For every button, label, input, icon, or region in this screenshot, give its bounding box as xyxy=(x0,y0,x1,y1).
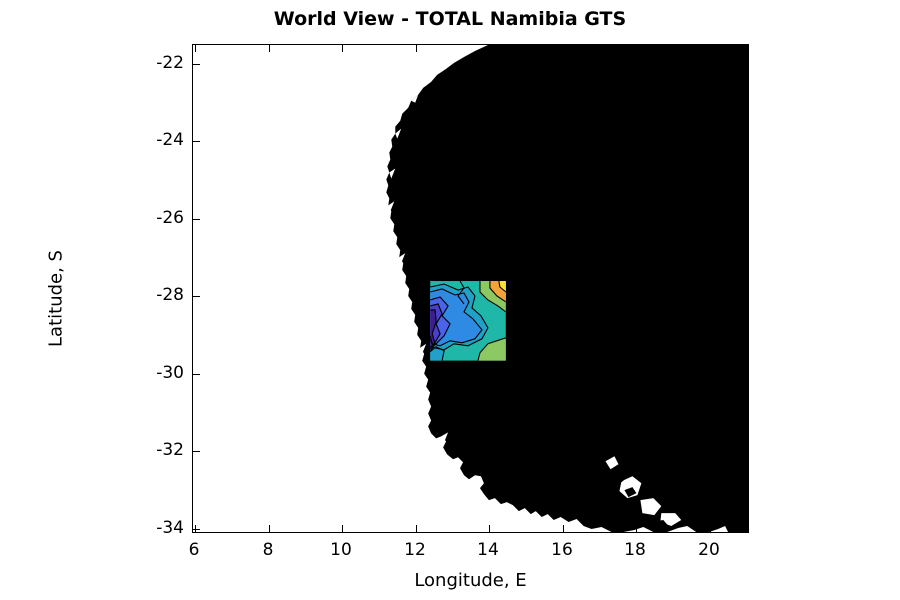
xtick-top-10 xyxy=(342,45,344,52)
xticklabel-6: 6 xyxy=(188,540,200,560)
xticklabel-20: 20 xyxy=(698,540,720,560)
xtick-top-8 xyxy=(269,45,271,52)
contour-level-8b xyxy=(477,337,506,361)
ytick-m26 xyxy=(193,219,200,221)
xticklabel-10: 10 xyxy=(330,540,352,560)
cape-peninsula-land xyxy=(616,470,670,531)
ytick-m30 xyxy=(193,374,200,376)
yticklabel-m24: -24 xyxy=(156,130,184,150)
ytick-right-m26 xyxy=(741,219,748,221)
contour-level-5b xyxy=(430,346,445,361)
xtick-8 xyxy=(269,525,271,532)
xtick-20 xyxy=(710,525,712,532)
ytick-right-m32 xyxy=(741,451,748,453)
ytick-m24 xyxy=(193,141,200,143)
xtick-top-6 xyxy=(195,45,197,52)
ytick-right-m24 xyxy=(741,141,748,143)
yticklabel-m34: -34 xyxy=(156,518,184,538)
ytick-right-m28 xyxy=(741,296,748,298)
yticklabel-m32: -32 xyxy=(156,440,184,460)
xtick-top-12 xyxy=(416,45,418,52)
coastline-notches xyxy=(388,94,449,443)
xtick-10 xyxy=(342,525,344,532)
landmass-shape xyxy=(386,45,748,532)
contour-lines xyxy=(430,281,506,361)
ytick-right-m30 xyxy=(741,374,748,376)
xtick-16 xyxy=(563,525,565,532)
yticklabel-m22: -22 xyxy=(156,53,184,73)
map-axes[interactable] xyxy=(192,44,749,533)
yticklabel-m30: -30 xyxy=(156,363,184,383)
xtick-12 xyxy=(416,525,418,532)
xtick-18 xyxy=(636,525,638,532)
xticklabel-16: 16 xyxy=(551,540,573,560)
xtick-14 xyxy=(489,525,491,532)
contour-level-10 xyxy=(498,281,506,292)
ytick-m22 xyxy=(193,64,200,66)
xticklabel-8: 8 xyxy=(262,540,274,560)
ytick-right-m22 xyxy=(741,64,748,66)
xticklabel-12: 12 xyxy=(404,540,426,560)
xtick-top-16 xyxy=(563,45,565,52)
yticklabel-m26: -26 xyxy=(156,208,184,228)
ytick-m28 xyxy=(193,296,200,298)
x-axis-label: Longitude, E xyxy=(414,570,527,591)
xtick-6 xyxy=(195,525,197,532)
xtick-top-20 xyxy=(710,45,712,52)
survey-contour-patch[interactable] xyxy=(430,281,506,361)
page-title: World View - TOTAL Namibia GTS xyxy=(273,8,627,30)
yticklabel-m28: -28 xyxy=(156,285,184,305)
map-graphic xyxy=(386,45,748,532)
ytick-m32 xyxy=(193,451,200,453)
xtick-top-18 xyxy=(636,45,638,52)
ytick-right-m34 xyxy=(741,529,748,531)
ytick-m34 xyxy=(193,529,200,531)
xticklabel-14: 14 xyxy=(477,540,499,560)
xticklabel-18: 18 xyxy=(624,540,646,560)
xtick-top-14 xyxy=(489,45,491,52)
y-axis-label: Latitude, S xyxy=(45,250,67,347)
